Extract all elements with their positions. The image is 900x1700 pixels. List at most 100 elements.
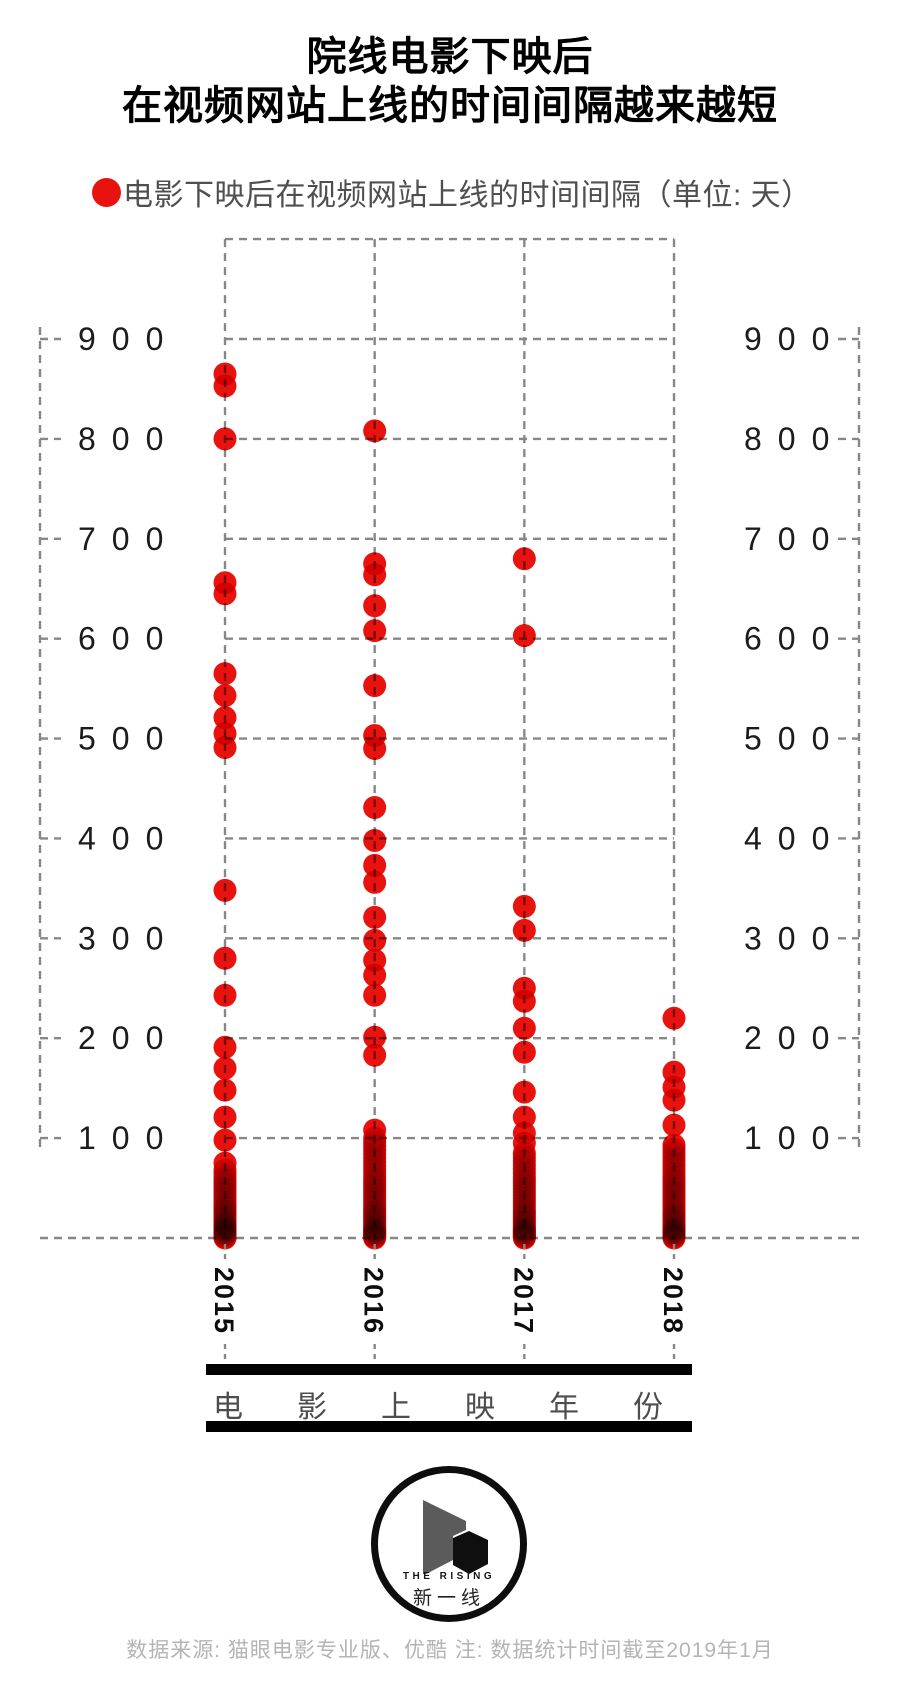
chart-title-line1: 院线电影下映后 [306,35,594,79]
y-tick-label-right: 500 [744,721,845,757]
x-axis-title-char: 影 [297,1391,327,1424]
y-tick-label-left: 900 [78,321,179,357]
data-dot [213,684,237,708]
legend: 电影下映后在视频网站上线的时间间隔（单位: 天） [92,170,812,214]
data-dot [363,828,387,852]
data-dot [512,1080,536,1104]
series-2015 [213,362,237,1250]
data-dot [363,963,387,987]
y-tick-labels: 900 900 800 800 700 700 600 600 500 500 400 400 300 3… [78,321,845,1156]
data-dot [213,374,237,398]
x-tick-label: 2018 [658,1267,688,1335]
x-axis-title: 电 影 上 映 年 份 [213,1382,663,1426]
y-tick-label-left: 200 [78,1020,179,1056]
y-tick-label-left: 300 [78,920,179,956]
x-tick-label: 2016 [359,1267,389,1335]
data-dot [213,1226,237,1250]
data-dot [512,1040,536,1064]
data-dot [213,1105,237,1129]
data-dot [363,905,387,929]
x-axis-title-char: 电 [213,1391,243,1424]
y-tick-label-right: 700 [744,521,845,557]
data-dot [662,1006,686,1030]
y-tick-label-left: 800 [78,421,179,457]
data-dot [363,983,387,1007]
data-dot [662,1226,686,1250]
data-dot [363,594,387,618]
x-axis-bar-bottom [206,1421,692,1432]
logo-text-cn: 新一线 [412,1588,485,1609]
data-dot [213,1056,237,1080]
data-dot [213,878,237,902]
data-dot [363,619,387,643]
data-dot [363,853,387,877]
data-dot [363,1043,387,1067]
data-dot [512,918,536,942]
data-dots [213,362,686,1250]
data-dot [363,737,387,761]
y-tick-label-right: 400 [744,820,845,856]
y-tick-label-left: 400 [78,820,179,856]
x-tick-label: 2015 [209,1267,239,1335]
source-note: 数据来源: 猫眼电影专业版、优酷 注: 数据统计时间截至2019年1月 [126,1639,774,1662]
x-axis-title-char: 份 [633,1391,663,1424]
y-tick-label-right: 100 [744,1120,845,1156]
x-axis-title-char: 年 [549,1391,579,1424]
data-dot [213,736,237,760]
data-dot [512,624,536,648]
data-dot [213,983,237,1007]
data-dot [512,1226,536,1250]
data-dot [363,795,387,819]
series-2017 [512,547,536,1250]
data-dot [213,946,237,970]
y-axes [38,327,861,1150]
data-dot [213,1035,237,1059]
legend-marker-icon [92,177,121,207]
data-dot [213,706,237,730]
data-dot [512,547,536,571]
grid [40,237,859,1240]
data-dot [363,419,387,443]
y-tick-label-left: 600 [78,621,179,657]
publisher-logo: THE RISING 新一线 [371,1466,527,1622]
x-tick-label: 2017 [508,1267,538,1335]
chart-title-line2: 在视频网站上线的时间间隔越来越短 [122,84,778,128]
data-dot [512,1016,536,1040]
data-dot [363,870,387,894]
chart-title: 院线电影下映后 在视频网站上线的时间间隔越来越短 [0,33,900,131]
data-dot [213,582,237,606]
data-dot [213,662,237,686]
series-2016 [363,419,387,1250]
x-axis-title-char: 映 [465,1391,495,1424]
x-axis: 2015 2016 2017 2018 [209,1244,688,1361]
data-dot [512,989,536,1013]
data-dot [662,1088,686,1112]
data-dot [363,1226,387,1250]
data-dot [512,1105,536,1129]
data-dot [363,563,387,587]
y-tick-label-right: 900 [744,321,845,357]
series-2018 [662,1006,686,1250]
logo-text-en: THE RISING [402,1571,496,1582]
data-dot [363,1025,387,1049]
data-dot [213,1078,237,1102]
y-tick-label-right: 600 [744,621,845,657]
y-tick-label-left: 500 [78,721,179,757]
y-tick-label-right: 800 [744,421,845,457]
legend-label: 电影下映后在视频网站上线的时间间隔（单位: 天） [123,179,812,212]
y-tick-label-left: 100 [78,1120,179,1156]
logo-glyph-icon [423,1500,488,1574]
y-tick-label-right: 200 [744,1020,845,1056]
data-dot [662,1113,686,1137]
data-dot [363,928,387,952]
x-axis-bar-top [206,1364,692,1375]
data-dot [363,674,387,698]
x-axis-title-char: 上 [381,1391,411,1424]
y-tick-label-left: 700 [78,521,179,557]
data-dot [213,1128,237,1152]
data-dot [512,894,536,918]
y-tick-label-right: 300 [744,920,845,956]
data-dot [213,427,237,451]
